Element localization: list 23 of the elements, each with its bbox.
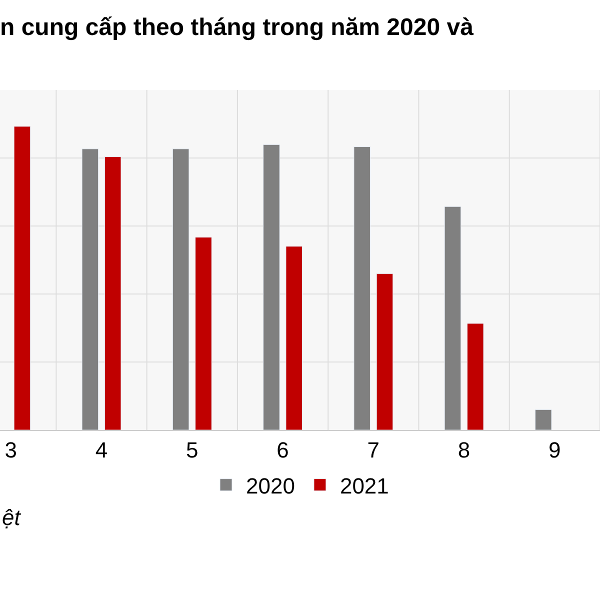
- bar: [82, 148, 99, 430]
- x-tick-label: 3: [4, 437, 18, 462]
- bar: [376, 273, 394, 430]
- x-tick-label: 9: [548, 437, 561, 462]
- bar: [14, 126, 31, 430]
- x-tick-label: 6: [276, 437, 289, 462]
- text: ệt: [2, 505, 22, 530]
- bar: [195, 236, 212, 430]
- chart-title: n cung cấp theo tháng trong năm 2020 và: [0, 14, 474, 41]
- bar: [172, 148, 190, 430]
- x-tick-label: 7: [367, 437, 380, 462]
- legend-label: 2020: [246, 473, 295, 498]
- bar: [104, 156, 122, 430]
- bar: [263, 144, 280, 430]
- x-tick-label: 4: [95, 437, 108, 462]
- legend-label: 2021: [340, 473, 389, 498]
- bar: [444, 206, 462, 430]
- x-tick-label: 8: [458, 437, 470, 462]
- bar: [534, 409, 552, 430]
- bar: [354, 146, 370, 430]
- bar: [466, 323, 484, 430]
- bar: [286, 246, 303, 430]
- x-tick-label: 5: [186, 437, 198, 462]
